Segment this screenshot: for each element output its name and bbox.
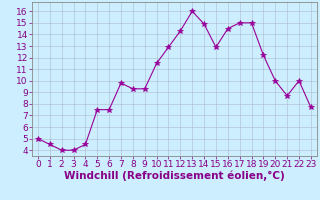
X-axis label: Windchill (Refroidissement éolien,°C): Windchill (Refroidissement éolien,°C)	[64, 171, 285, 181]
